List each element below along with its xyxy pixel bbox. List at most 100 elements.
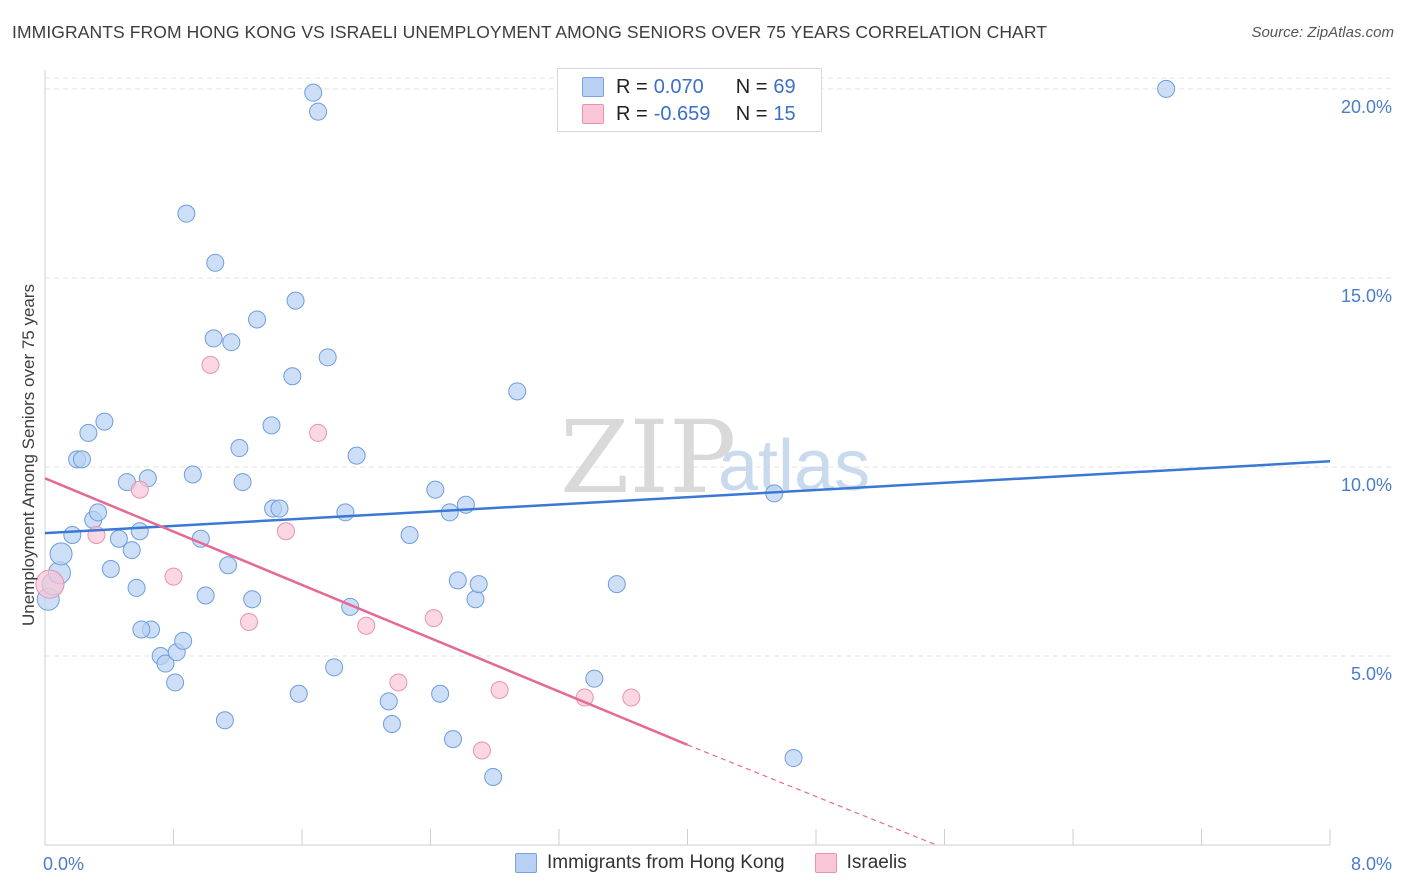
hong-kong-point	[484, 767, 503, 786]
hong-kong-point	[49, 542, 73, 566]
hong-kong-point	[336, 503, 355, 522]
hong-kong-point	[443, 730, 462, 749]
watermark-atlas: atlas	[718, 426, 870, 506]
series-legend-israelis[interactable]: Israelis	[814, 852, 907, 874]
israelis-point	[490, 681, 509, 699]
hong-kong-point	[309, 102, 328, 121]
israelis-trend-extension	[687, 744, 937, 846]
hong-kong-point	[283, 367, 302, 386]
hong-kong-point	[72, 450, 91, 469]
legend-r-value-hong-kong: 0.070	[653, 75, 704, 98]
hong-kong-point	[304, 83, 323, 102]
hong-kong-point	[222, 333, 241, 352]
hong-kong-point	[109, 529, 128, 548]
x-tick-label: 8.0%	[1351, 854, 1392, 874]
hong-kong-point	[127, 578, 146, 597]
israelis-point	[239, 612, 258, 631]
hong-kong-point	[166, 673, 185, 692]
hong-kong-point	[130, 522, 149, 541]
hong-kong-point	[508, 382, 527, 401]
hong-kong-point	[262, 416, 281, 435]
hong-kong-point	[325, 658, 344, 677]
israelis-point	[35, 569, 65, 599]
israelis-trend-line	[44, 477, 688, 746]
hong-kong-point	[230, 439, 249, 458]
hong-kong-point	[95, 412, 114, 431]
hong-kong-point	[400, 526, 419, 544]
israelis-point	[424, 609, 443, 628]
hong-kong-point	[469, 575, 488, 594]
israelis-point	[130, 480, 149, 499]
tick-labels: 5.0% 10.0% 15.0% 20.0% 0.0% 8.0%	[43, 97, 1392, 874]
legend-swatch-hong-kong	[582, 77, 604, 97]
legend-n-label: N =	[735, 75, 768, 98]
hong-kong-point	[206, 253, 225, 272]
hong-kong-point	[174, 631, 193, 650]
hong-kong-point	[196, 586, 215, 605]
series-legend-label-hong-kong: Immigrants from Hong Kong	[547, 852, 785, 873]
series-legend: Immigrants from Hong Kong Israelis	[515, 852, 937, 874]
israelis-point	[472, 741, 491, 760]
hong-kong-point	[156, 654, 175, 673]
hong-kong-point	[784, 749, 803, 768]
israelis-point	[309, 423, 328, 442]
hong-kong-point	[347, 446, 366, 465]
hong-kong-point	[183, 465, 202, 484]
hong-kong-point	[286, 291, 305, 310]
hong-kong-point	[63, 526, 82, 544]
hong-kong-point	[204, 329, 223, 348]
correlation-legend: R = 0.070 N = 69 R = -0.659 N = 15	[557, 68, 822, 132]
hong-kong-point	[233, 473, 252, 492]
hong-kong-point	[89, 503, 108, 522]
grid-lines	[45, 77, 1392, 657]
hong-kong-trend-line	[44, 460, 1331, 535]
trend-lines	[44, 460, 1331, 846]
series-legend-swatch-israelis	[814, 853, 837, 873]
series-legend-label-israelis: Israelis	[846, 852, 907, 873]
israelis-point	[622, 688, 641, 707]
hong-kong-point	[270, 499, 289, 518]
hong-kong-point	[248, 310, 267, 329]
israelis-point	[389, 673, 408, 692]
hong-kong-point	[585, 669, 604, 688]
hong-kong-point	[243, 590, 262, 609]
legend-n-value-hong-kong: 69	[773, 75, 796, 98]
hong-kong-point	[132, 620, 151, 639]
legend-r-value-israelis: -0.659	[653, 102, 711, 125]
hong-kong-point	[382, 715, 401, 734]
hong-kong-point	[101, 560, 120, 579]
hong-kong-point	[448, 571, 467, 590]
hong-kong-point	[318, 348, 337, 367]
israelis-point	[276, 522, 295, 541]
series-israelis-points	[35, 355, 641, 760]
hong-kong-point	[466, 590, 485, 609]
hong-kong-point	[426, 480, 445, 499]
legend-r-label: R =	[616, 102, 648, 125]
series-legend-hong-kong[interactable]: Immigrants from Hong Kong	[515, 852, 785, 874]
israelis-point	[164, 567, 183, 586]
hong-kong-point	[215, 711, 234, 730]
legend-n-label: N =	[735, 102, 768, 125]
hong-kong-point	[289, 684, 308, 703]
chart-title: IMMIGRANTS FROM HONG KONG VS ISRAELI UNE…	[12, 22, 1048, 42]
hong-kong-point	[1157, 79, 1176, 98]
y-tick-label: 15.0%	[1341, 286, 1392, 306]
y-tick-label: 20.0%	[1341, 97, 1392, 117]
hong-kong-point	[607, 575, 626, 594]
series-legend-swatch-hong-kong	[515, 853, 537, 873]
hong-kong-point	[379, 692, 398, 711]
hong-kong-point	[431, 684, 450, 703]
legend-n-value-israelis: 15	[773, 102, 796, 125]
source-label: Source: ZipAtlas.com	[1251, 24, 1394, 41]
israelis-point	[201, 355, 220, 374]
hong-kong-point	[122, 541, 141, 560]
israelis-point	[357, 616, 376, 635]
hong-kong-point	[177, 204, 196, 223]
y-tick-label: 10.0%	[1341, 475, 1392, 495]
axes	[44, 70, 1331, 846]
hong-kong-point	[440, 503, 459, 522]
legend-row-hong-kong: R = 0.070 N = 69	[582, 75, 796, 99]
legend-row-israelis: R = -0.659 N = 15	[582, 102, 796, 126]
hong-kong-point	[219, 556, 238, 575]
